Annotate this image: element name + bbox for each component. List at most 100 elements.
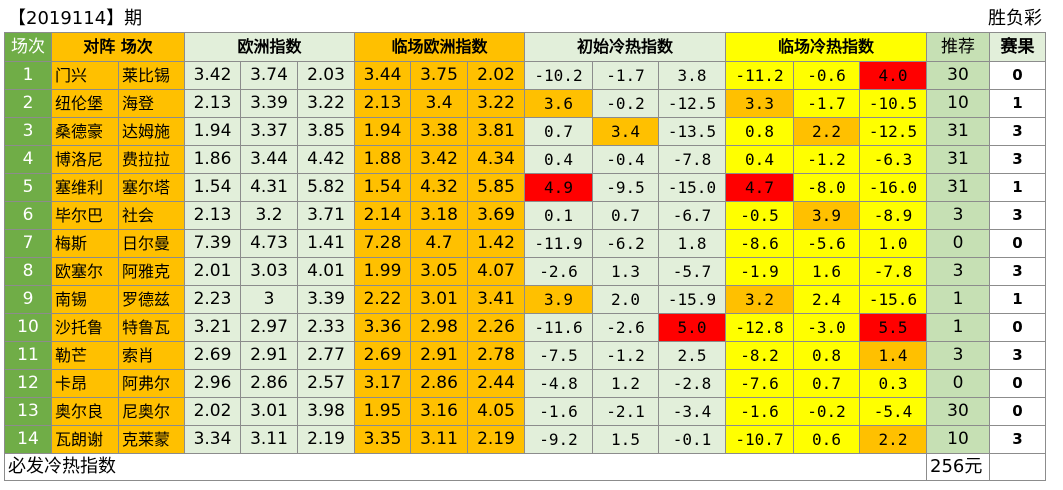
- initial-heat-cell: 0.7: [592, 201, 659, 230]
- match-row: 13 奥尔良 尼奥尔 2.02 3.01 3.98 1.95 3.16 4.05 -1.6 -2.1…: [4, 397, 1046, 426]
- initial-heat-cell: 0.4: [524, 145, 593, 174]
- europe-odds-cell: 3.11: [240, 425, 298, 454]
- result-cell: 1: [989, 89, 1046, 118]
- match-number: 9: [4, 285, 52, 314]
- match-number: 10: [4, 313, 52, 342]
- footer-empty-cell: [989, 453, 1046, 481]
- match-row: 10 沙托鲁 特鲁瓦 3.21 2.97 2.33 3.36 2.98 2.26 -11.6 -2.…: [4, 313, 1046, 342]
- initial-heat-cell: -6.2: [592, 229, 659, 258]
- home-team: 欧塞尔: [51, 257, 119, 286]
- initial-heat-cell: -11.6: [524, 313, 593, 342]
- initial-heat-cell: 3.4: [592, 117, 659, 146]
- match-number: 12: [4, 369, 52, 398]
- initial-heat-cell: 1.2: [592, 369, 659, 398]
- live-heat-cell: -8.2: [725, 341, 794, 370]
- live-heat-cell: -1.7: [793, 89, 860, 118]
- recommend-cell: 1: [926, 313, 990, 342]
- live-heat-cell: -15.6: [859, 285, 927, 314]
- live-heat-cell: -11.2: [725, 61, 794, 90]
- home-team: 瓦朗谢: [51, 425, 119, 454]
- result-cell: 0: [989, 313, 1046, 342]
- header-result: 赛果: [989, 32, 1046, 62]
- recommend-cell: 0: [926, 369, 990, 398]
- live-europe-odds-cell: 2.26: [467, 313, 525, 342]
- europe-odds-cell: 2.13: [184, 89, 241, 118]
- live-heat-cell: 4.7: [725, 173, 794, 202]
- header-initial-heat: 初始冷热指数: [524, 32, 726, 62]
- europe-odds-cell: 3.39: [240, 89, 298, 118]
- recommend-cell: 3: [926, 341, 990, 370]
- initial-heat-cell: -10.2: [524, 61, 593, 90]
- europe-odds-cell: 2.91: [240, 341, 298, 370]
- live-heat-cell: 1.6: [793, 257, 860, 286]
- match-row: 11 勒芒 索肖 2.69 2.91 2.77 2.69 2.91 2.78 -7.5 -1.2 2.…: [4, 341, 1046, 370]
- home-team: 毕尔巴: [51, 201, 119, 230]
- footer-amount: 256元: [926, 453, 990, 481]
- initial-heat-cell: -11.9: [524, 229, 593, 258]
- match-row: 6 毕尔巴 社会 2.13 3.2 3.71 2.14 3.18 3.69 0.1 0.7 -6.7-…: [4, 201, 1046, 230]
- match-number: 7: [4, 229, 52, 258]
- live-heat-cell: -8.9: [859, 201, 927, 230]
- match-number: 11: [4, 341, 52, 370]
- recommend-cell: 31: [926, 173, 990, 202]
- live-europe-odds-cell: 1.94: [354, 117, 411, 146]
- period-title: 【2019114】期: [4, 5, 525, 33]
- live-heat-cell: -7.8: [859, 257, 927, 286]
- away-team: 尼奥尔: [118, 397, 185, 426]
- live-heat-cell: 1.4: [859, 341, 927, 370]
- europe-odds-cell: 1.41: [297, 229, 355, 258]
- initial-heat-cell: 1.5: [592, 425, 659, 454]
- home-team: 梅斯: [51, 229, 119, 258]
- initial-heat-cell: -0.2: [592, 89, 659, 118]
- initial-heat-cell: -0.4: [592, 145, 659, 174]
- live-europe-odds-cell: 4.34: [467, 145, 525, 174]
- europe-odds-cell: 3.03: [240, 257, 298, 286]
- live-europe-odds-cell: 2.44: [467, 369, 525, 398]
- europe-odds-cell: 3.39: [297, 285, 355, 314]
- live-heat-cell: 0.8: [793, 341, 860, 370]
- initial-heat-cell: 4.9: [524, 173, 593, 202]
- result-cell: 3: [989, 341, 1046, 370]
- europe-odds-cell: 2.33: [297, 313, 355, 342]
- footer-row: 必发冷热指数 256元: [4, 453, 1046, 481]
- initial-heat-cell: 0.7: [524, 117, 593, 146]
- result-cell: 3: [989, 425, 1046, 454]
- initial-heat-cell: 3.8: [658, 61, 726, 90]
- away-team: 达姆施: [118, 117, 185, 146]
- europe-odds-cell: 3.85: [297, 117, 355, 146]
- europe-odds-cell: 3.74: [240, 61, 298, 90]
- away-team: 塞尔塔: [118, 173, 185, 202]
- europe-odds-cell: 3.2: [240, 201, 298, 230]
- match-number: 5: [4, 173, 52, 202]
- europe-odds-cell: 2.69: [184, 341, 241, 370]
- live-europe-odds-cell: 3.05: [410, 257, 468, 286]
- match-number: 4: [4, 145, 52, 174]
- europe-odds-cell: 4.42: [297, 145, 355, 174]
- live-europe-odds-cell: 3.35: [354, 425, 411, 454]
- initial-heat-cell: -5.7: [658, 257, 726, 286]
- live-europe-odds-cell: 4.07: [467, 257, 525, 286]
- initial-heat-cell: -9.5: [592, 173, 659, 202]
- header-row: 场次 对阵 场次 欧洲指数 临场欧洲指数 初始冷热指数 临场冷热指数 推荐 赛果: [4, 32, 1046, 62]
- live-europe-odds-cell: 2.86: [410, 369, 468, 398]
- match-number: 14: [4, 425, 52, 454]
- europe-odds-cell: 3.44: [240, 145, 298, 174]
- live-europe-odds-cell: 1.88: [354, 145, 411, 174]
- initial-heat-cell: -15.0: [658, 173, 726, 202]
- initial-heat-cell: -2.8: [658, 369, 726, 398]
- away-team: 海登: [118, 89, 185, 118]
- away-team: 日尔曼: [118, 229, 185, 258]
- live-europe-odds-cell: 1.54: [354, 173, 411, 202]
- live-heat-cell: 2.2: [793, 117, 860, 146]
- live-heat-cell: 3.3: [725, 89, 794, 118]
- live-heat-cell: 1.0: [859, 229, 927, 258]
- live-heat-cell: -5.6: [793, 229, 860, 258]
- initial-heat-cell: -3.4: [658, 397, 726, 426]
- live-heat-cell: 3.9: [793, 201, 860, 230]
- initial-heat-cell: 2.5: [658, 341, 726, 370]
- live-heat-cell: -0.6: [793, 61, 860, 90]
- home-team: 卡昂: [51, 369, 119, 398]
- europe-odds-cell: 3.01: [240, 397, 298, 426]
- title-row: 【2019114】期 胜负彩: [4, 5, 1046, 33]
- match-number: 2: [4, 89, 52, 118]
